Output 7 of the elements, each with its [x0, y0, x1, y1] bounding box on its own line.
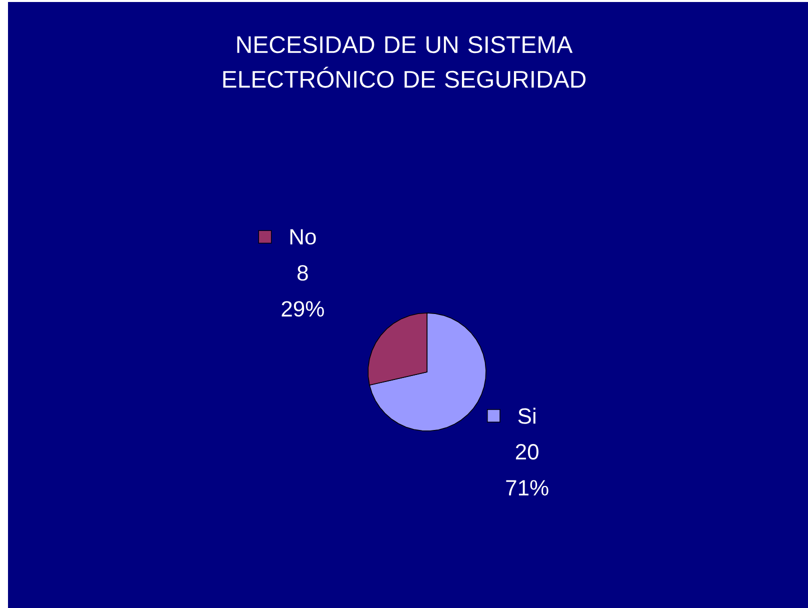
chart-title: NECESIDAD DE UN SISTEMA ELECTRÓNICO DE SEGURIDAD [223, 36, 586, 88]
data-label: 8 [298, 265, 308, 281]
text: 29% [282, 301, 324, 317]
text: 71% [506, 480, 548, 496]
legend-label: Si [518, 408, 536, 424]
data-label: 20 [516, 444, 538, 460]
legend-label: No [290, 229, 316, 245]
